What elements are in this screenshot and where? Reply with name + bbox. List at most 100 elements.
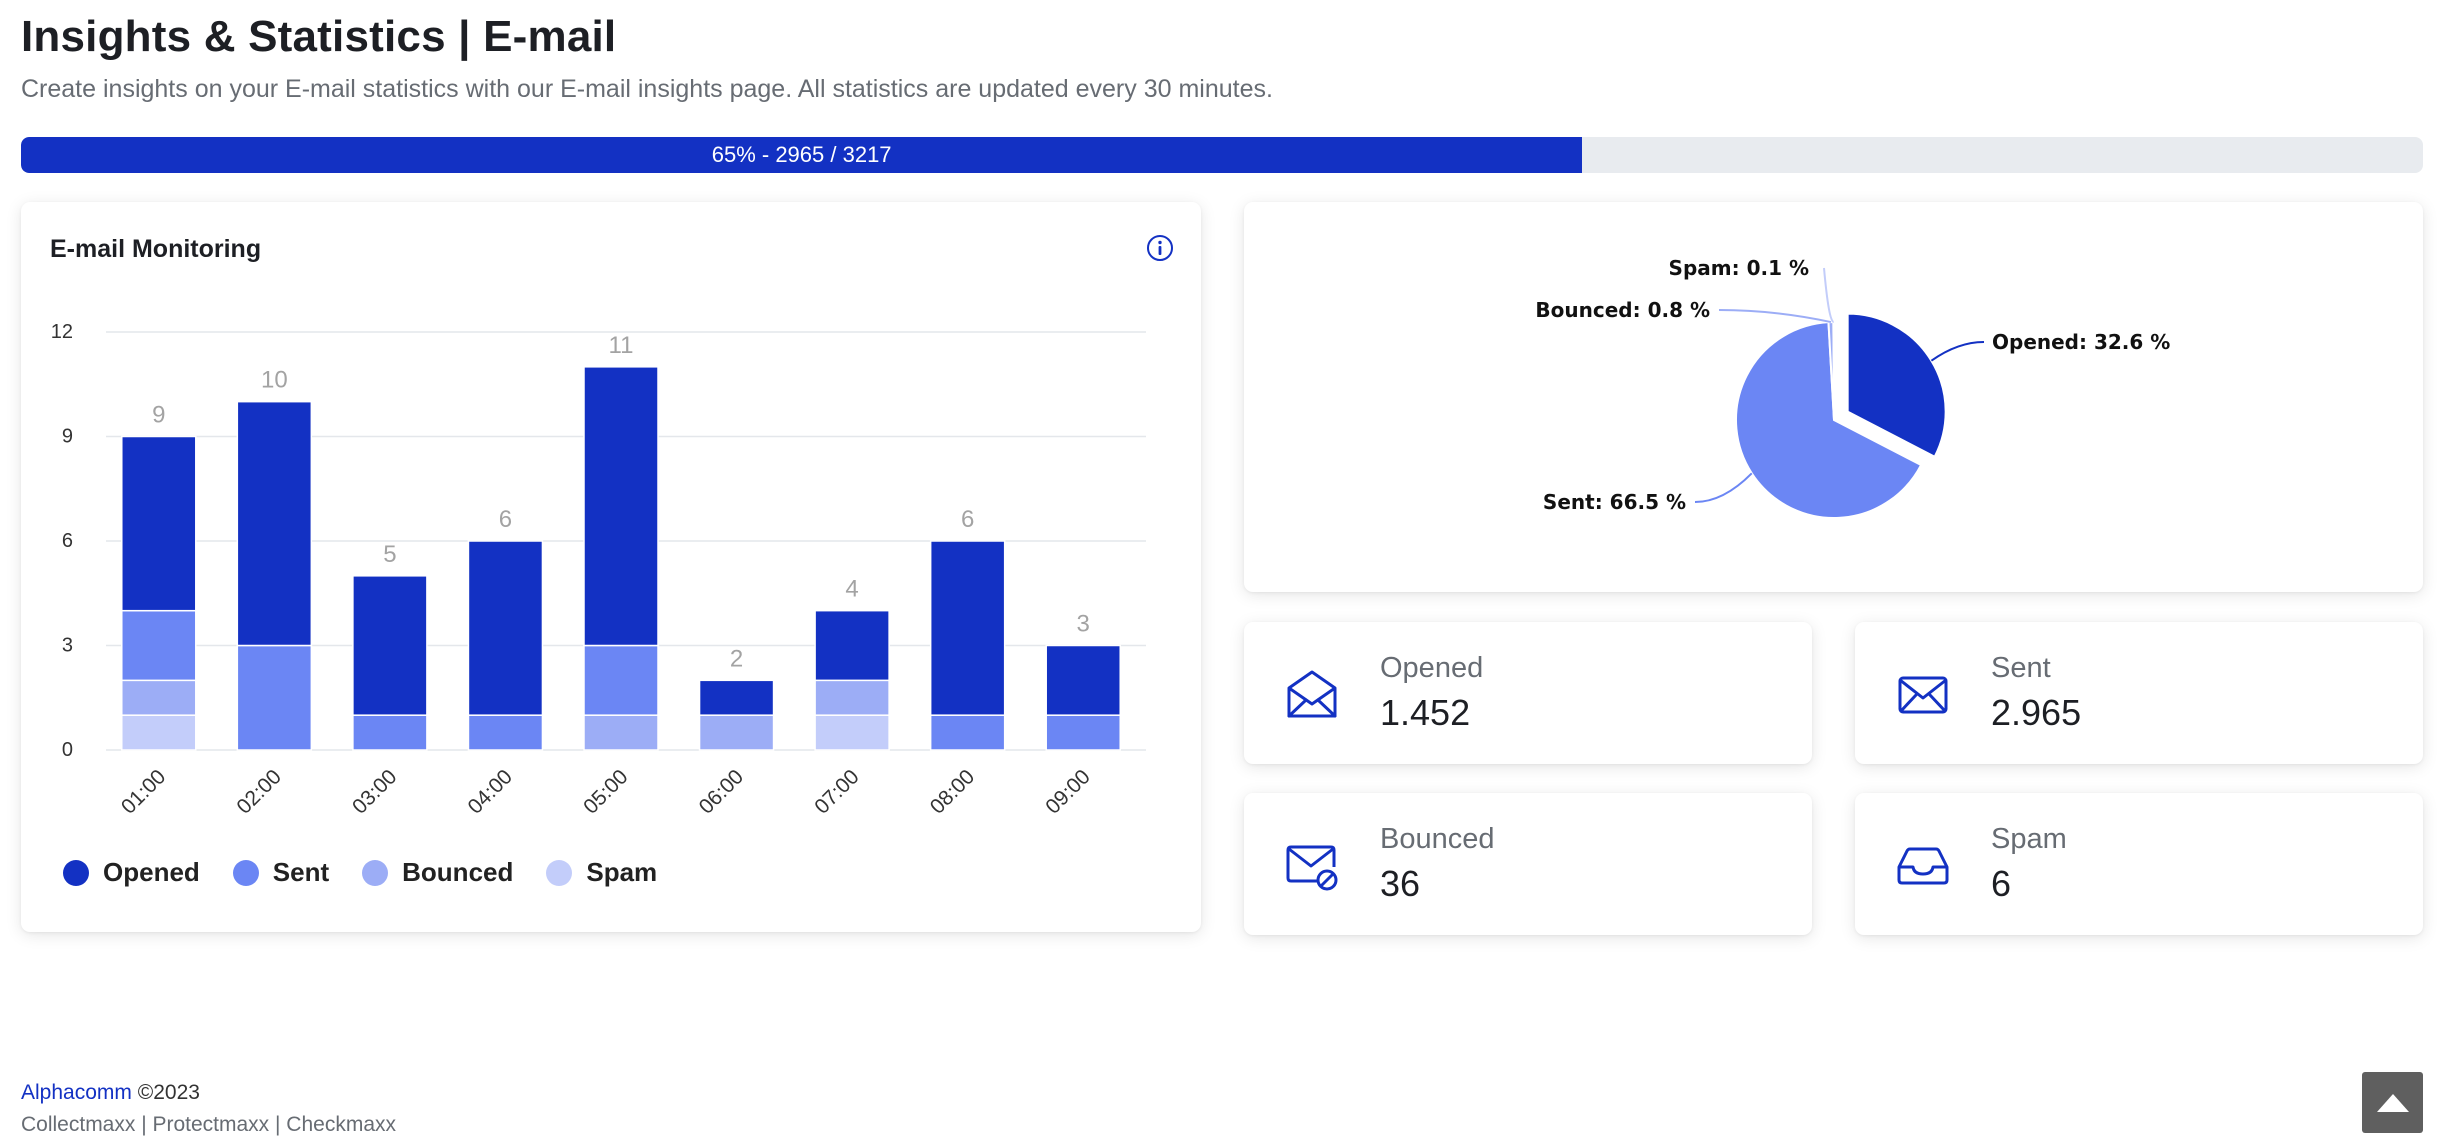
bar-segment-bounced[interactable]	[814, 679, 890, 716]
stat-label: Sent	[1991, 652, 2051, 684]
stat-label: Opened	[1380, 652, 1484, 684]
pie-connector	[1694, 472, 1753, 503]
bar-total-label: 9	[152, 402, 165, 429]
pie-label-bounced: Bounced: 0.8 %	[1535, 298, 1710, 322]
y-tick-label: 9	[62, 426, 73, 448]
pie-label-sent: Sent: 66.5 %	[1543, 490, 1686, 514]
bar-segment-bounced[interactable]	[698, 714, 775, 751]
info-icon[interactable]	[1146, 234, 1174, 262]
legend-item-opened[interactable]: Opened	[63, 857, 200, 888]
x-tick-label: 02:00	[232, 765, 285, 818]
pie-connector	[1823, 267, 1835, 323]
pie-label-opened: Opened: 32.6 %	[1992, 330, 2170, 354]
bar-segment-opened[interactable]	[467, 540, 544, 716]
footer-products: Collectmaxx | Protectmaxx | Checkmaxx	[21, 1113, 397, 1136]
y-tick-label: 6	[62, 530, 73, 552]
footer-copyright: Alphacomm ©2023	[21, 1081, 200, 1105]
stat-card-sent: Sent 2.965	[1855, 622, 2423, 764]
legend-label: Bounced	[402, 857, 514, 887]
x-tick-label: 05:00	[579, 765, 632, 818]
bar-total-label: 5	[383, 541, 396, 568]
legend-dot-spam	[546, 859, 573, 886]
x-tick-label: 04:00	[464, 765, 517, 818]
bar-segment-sent[interactable]	[236, 644, 313, 751]
legend-dot-opened	[63, 859, 89, 886]
legend-label: Opened	[103, 857, 200, 887]
page-title: Insights & Statistics | E-mail	[21, 12, 617, 61]
bar-total-label: 6	[499, 506, 512, 533]
stat-value: 6	[1991, 863, 2012, 904]
pie-slice-spam[interactable]	[1832, 320, 1835, 421]
legend-dot-bounced	[362, 859, 389, 886]
bar-total-label: 2	[730, 645, 743, 672]
page-subtitle: Create insights on your E-mail statistic…	[21, 75, 1273, 103]
envelope-open-icon	[1287, 670, 1337, 718]
stat-value: 2.965	[1991, 692, 2082, 733]
bar-segment-spam[interactable]	[121, 714, 197, 751]
bar-segment-opened[interactable]	[236, 400, 313, 647]
x-tick-label: 01:00	[117, 765, 170, 818]
footer-copyright-text: ©2023	[137, 1081, 200, 1104]
pie-connector	[1930, 341, 1985, 362]
stat-label: Bounced	[1380, 823, 1495, 855]
y-tick-label: 3	[62, 635, 73, 657]
x-tick-label: 03:00	[348, 765, 401, 818]
bar-chart: 0 3 6 9 12 9 01:00 10 02:00 5 03:00 6 04:00 11 05:00 2 0…	[51, 321, 1146, 819]
progress-label: 65% - 2965 / 3217	[711, 142, 892, 167]
bar-segment-sent[interactable]	[583, 644, 659, 716]
bar-segment-opened[interactable]	[352, 575, 428, 716]
scroll-to-top-button[interactable]	[2362, 1072, 2423, 1133]
bar-segment-opened[interactable]	[1045, 644, 1121, 716]
stat-card-opened: Opened 1.452	[1244, 622, 1812, 764]
legend-label: Spam	[586, 857, 658, 887]
bar-total-label: 4	[845, 576, 858, 603]
bar-total-label: 11	[609, 332, 634, 359]
pie-connector	[1718, 309, 1832, 324]
pie-chart: Opened: 32.6 % Sent: 66.5 % Bounced: 0.8 %…	[1535, 256, 2170, 519]
chart-title: E-mail Monitoring	[50, 235, 262, 263]
bar-segment-opened[interactable]	[121, 435, 197, 612]
bar-segment-sent[interactable]	[1045, 714, 1121, 751]
bar-segment-spam[interactable]	[814, 714, 890, 751]
progress-fill: 65% - 2965 / 3217	[21, 137, 1583, 173]
x-tick-label: 07:00	[810, 765, 863, 818]
stat-card-bounced: Bounced 36	[1244, 793, 1812, 935]
legend-label: Sent	[272, 857, 330, 887]
legend-item-bounced[interactable]: Bounced	[362, 857, 513, 888]
bar-segment-bounced[interactable]	[121, 679, 197, 716]
bar-total-label: 10	[261, 367, 288, 394]
email-distribution-card: Opened: 32.6 % Sent: 66.5 % Bounced: 0.8 %…	[1244, 202, 2423, 592]
bar-segment-opened[interactable]	[929, 540, 1006, 716]
stat-card-spam: Spam 6	[1855, 793, 2423, 935]
inbox-tray-icon	[1897, 847, 1949, 885]
legend-item-sent[interactable]: Sent	[232, 857, 330, 888]
bar-total-label: 3	[1077, 611, 1090, 638]
pie-slice-opened[interactable]	[1846, 312, 1947, 459]
email-monitoring-card: 0 3 6 9 12 9 01:00 10 02:00 5 03:00 6 04:00 11 05:00 2 0…	[21, 202, 1201, 932]
y-tick-label: 12	[51, 321, 73, 343]
stat-value: 36	[1380, 863, 1421, 904]
x-tick-label: 08:00	[926, 765, 979, 818]
legend-item-spam[interactable]: Spam	[546, 857, 657, 888]
x-tick-label: 06:00	[695, 765, 748, 818]
legend-dot-sent	[232, 859, 259, 886]
envelope-icon	[1898, 676, 1948, 714]
progress-bar: 65% - 2965 / 3217	[21, 137, 2423, 173]
triangle-up-icon	[2376, 1093, 2409, 1112]
bar-segment-sent[interactable]	[121, 609, 197, 682]
bar-segment-sent[interactable]	[352, 714, 428, 751]
bar-segment-bounced[interactable]	[583, 714, 659, 751]
y-tick-label: 0	[62, 739, 73, 761]
chart-legend: Opened Sent Bounced Spam	[63, 857, 690, 888]
pie-label-spam: Spam: 0.1 %	[1669, 256, 1809, 280]
stat-label: Spam	[1991, 823, 2067, 855]
bar-segment-opened[interactable]	[698, 679, 775, 716]
footer-brand-link[interactable]: Alphacomm	[21, 1081, 132, 1104]
bar-segment-sent[interactable]	[929, 714, 1006, 751]
x-tick-label: 09:00	[1041, 765, 1094, 818]
bar-total-label: 6	[961, 506, 974, 533]
envelope-blocked-icon	[1286, 845, 1338, 891]
bar-segment-opened[interactable]	[583, 366, 659, 647]
bar-segment-opened[interactable]	[814, 609, 890, 682]
bar-segment-sent[interactable]	[467, 714, 544, 751]
